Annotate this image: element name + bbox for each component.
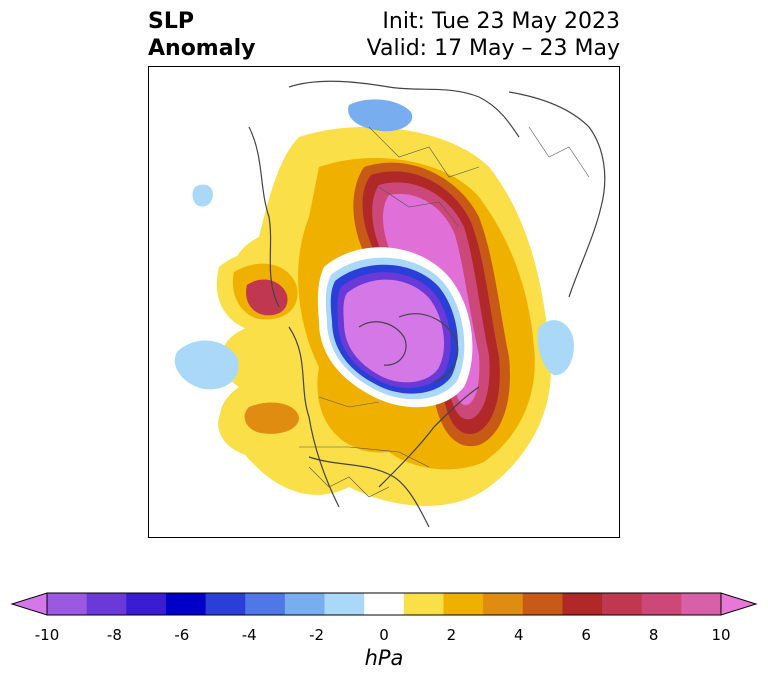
colorbar-tick-label: -2 <box>309 626 325 644</box>
init-date: Init: Tue 23 May 2023 <box>382 9 620 34</box>
colorbar-tick-label: -6 <box>174 626 190 644</box>
colorbar-segment <box>403 593 444 615</box>
colorbar-segment <box>364 593 405 615</box>
colorbar-segment <box>126 593 167 615</box>
colorbar-tick-label: 8 <box>648 626 659 644</box>
negative-anomaly-pacific <box>174 340 239 390</box>
anomaly-map <box>148 66 620 538</box>
title-variable-type: Anomaly <box>148 36 256 61</box>
colorbar-segment <box>205 593 246 615</box>
colorbar-tick-label: 4 <box>514 626 524 644</box>
coastlines <box>248 80 606 528</box>
colorbar-tick-label: 6 <box>581 626 591 644</box>
colorbar-segment <box>324 593 365 615</box>
colorbar-unit: hPa <box>364 646 404 670</box>
colorbar-segment <box>443 593 484 615</box>
anomaly-fill-west-core <box>246 279 288 316</box>
colorbar-tick-label: -8 <box>106 626 122 644</box>
colorbar-tick-label: -4 <box>241 626 257 644</box>
title-variable: SLP <box>148 9 194 34</box>
colorbar-segment <box>522 593 563 615</box>
colorbar-segment <box>47 593 88 615</box>
colorbar-segment <box>602 593 643 615</box>
colorbar-segment <box>165 593 207 615</box>
colorbar-segment <box>483 593 524 615</box>
colorbar-border <box>46 592 722 616</box>
colorbar <box>10 592 758 616</box>
colorbar-segment <box>681 593 722 615</box>
country-borders <box>299 126 590 498</box>
colorbar-tick-label: 2 <box>446 626 457 644</box>
colorbar-segments <box>10 592 758 616</box>
map-canvas <box>174 80 606 528</box>
anomaly-fill-neg-core <box>343 279 445 383</box>
colorbar-tick-label: 0 <box>379 626 389 644</box>
title-left: SLP Anomaly <box>148 8 255 62</box>
negative-anomaly-small <box>192 184 213 207</box>
colorbar-segment <box>86 593 127 615</box>
title-right: Init: Tue 23 May 2023 Valid: 17 May – 23… <box>367 8 620 62</box>
valid-range: Valid: 17 May – 23 May <box>366 36 620 61</box>
negative-anomaly-asia <box>537 320 574 376</box>
colorbar-extend-min <box>10 592 48 616</box>
colorbar-segment <box>284 593 326 615</box>
colorbar-tick-label: 10 <box>711 626 731 644</box>
colorbar-extend-max <box>720 592 758 616</box>
negative-anomaly-layers <box>317 247 473 408</box>
colorbar-tick-label: -10 <box>34 626 60 644</box>
negative-anomaly-europe <box>348 99 413 132</box>
colorbar-segment <box>641 593 682 615</box>
colorbar-segment <box>245 593 286 615</box>
anomaly-fill-4hpa-south <box>244 402 299 434</box>
colorbar-segment <box>562 593 603 615</box>
